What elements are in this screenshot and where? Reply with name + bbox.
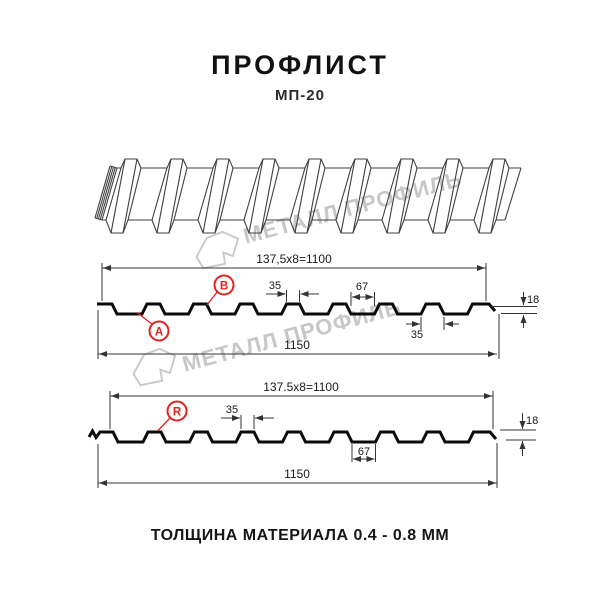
profile-section-top: 137,5x8=1100 1150 35 67 18 [97,252,539,359]
product-code: МП-20 [275,87,325,104]
dim-valley-width-top: 67 [356,281,368,293]
dim-crest-top-width: 35 [269,280,281,292]
side-r-label: R [173,407,182,419]
side-a-label: A [155,327,163,339]
dim-profile-height-bottom: 18 [526,415,538,427]
side-a-marker [148,320,170,342]
dim-crest-base-width: 35 [411,329,423,341]
profile-bottom-wave [87,427,498,444]
dim-profile-height-top: 18 [527,294,539,306]
profile-section-bottom: 137.5x8=1100 1150 35 67 18 [87,380,538,488]
side-b-label: B [220,281,228,293]
profile-sheet-3d-view [94,158,522,234]
metall-profil-logo-icon [132,347,177,387]
dim-crest-width-bottom: 35 [226,404,238,416]
dim-module-width-top: 137,5x8=1100 [256,252,332,266]
dim-module-width-bottom: 137.5x8=1100 [263,380,339,394]
metall-profil-logo-icon [195,230,240,270]
dim-total-width-bottom: 1150 [284,467,310,481]
side-b-marker [213,274,235,296]
material-thickness-note: ТОЛЩИНА МАТЕРИАЛА 0.4 - 0.8 ММ [150,527,450,544]
profile-top-wave [97,302,497,316]
page-title: ПРОФЛИСТ [211,50,389,80]
dim-total-width-top: 1150 [284,338,310,352]
side-r-marker [166,400,188,422]
dim-valley-width-bottom: 67 [358,446,370,458]
